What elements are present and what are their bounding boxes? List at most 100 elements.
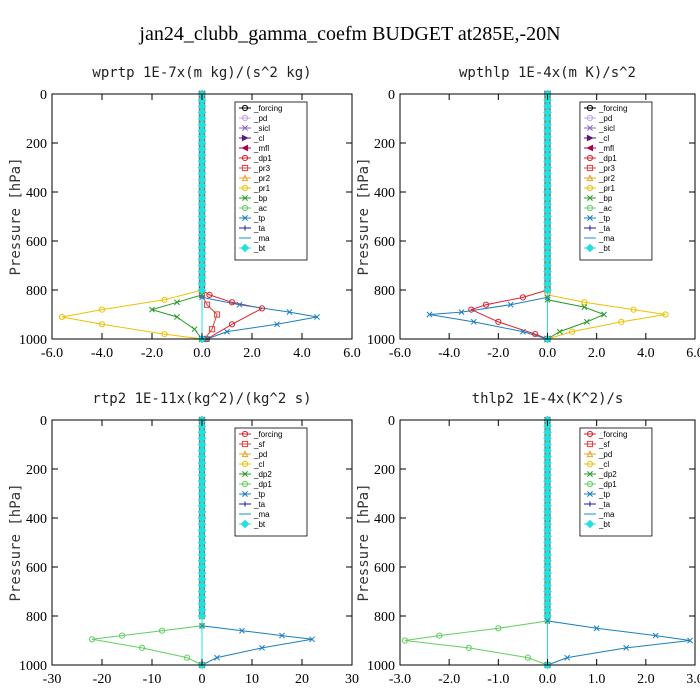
legend-label: _tp [598, 490, 611, 499]
legend-marker [586, 174, 594, 182]
data-point [544, 294, 551, 301]
legend-label: _dp1 [598, 154, 617, 163]
x-tick-label: 2.0 [243, 346, 261, 361]
x-tick-label: -10 [143, 672, 162, 687]
y-tick-label: 400 [374, 186, 395, 201]
x-tick-label: -4.0 [438, 346, 460, 361]
series-line [469, 94, 548, 340]
data-point [543, 605, 552, 615]
legend-label: _cl [598, 134, 609, 143]
legend-marker [241, 430, 249, 438]
legend-marker [585, 519, 595, 529]
legend-label: _forcing [253, 430, 282, 439]
y-tick-label: 1000 [367, 333, 395, 348]
legend-label: _cl [598, 460, 609, 469]
legend-label: _sicl [253, 124, 270, 133]
legend-marker [240, 243, 250, 253]
legend-label: _dp2 [598, 470, 617, 479]
legend-label: _pd [253, 450, 267, 459]
legend-marker [242, 195, 248, 201]
data-point [199, 294, 205, 301]
x-tick-label: 6.0 [343, 346, 361, 361]
legend-label: _ta [253, 224, 266, 233]
legend-label: _dp1 [253, 154, 272, 163]
legend-label: _tp [598, 214, 611, 223]
legend-label: _ta [598, 500, 611, 509]
y-tick-label: 0 [388, 414, 395, 429]
x-tick-label: 2.0 [588, 346, 606, 361]
legend: _forcing_sf_pd_cl_dp2_dp1_tp_ta_ma_bt [579, 427, 653, 537]
legend: _forcing_sf_pd_cl_dp2_dp1_tp_ta_ma_bt [234, 427, 308, 537]
data-point [401, 637, 409, 644]
legend-marker [241, 174, 249, 182]
data-point [198, 622, 206, 629]
data-point [314, 313, 320, 320]
legend-label: _pr1 [253, 184, 271, 193]
data-point [507, 301, 514, 308]
legend-marker [586, 114, 594, 122]
legend-marker [586, 480, 594, 488]
data-point [279, 632, 285, 639]
x-tick-label: -3.0 [389, 672, 411, 687]
legend-label: _pd [598, 450, 612, 459]
data-point [98, 306, 106, 313]
data-point [544, 296, 551, 303]
legend-label: _sf [253, 440, 265, 449]
legend: _forcing_pd_sicl_cl_mfl_dp1_pr3_pr2_pr1_… [234, 101, 308, 261]
data-point [258, 305, 266, 312]
y-tick-label: 0 [388, 88, 395, 103]
figure-title: jan24_clubb_gamma_coefm BUDGET at285E,-2… [138, 23, 560, 45]
panel-title: wprtp 1E-7x(m kg)/(s^2 kg) [92, 65, 311, 81]
y-tick-label: 600 [26, 561, 47, 576]
x-tick-label: 4.0 [293, 346, 311, 361]
data-point [601, 311, 607, 318]
panel-title: wpthlp 1E-4x(m K)/s^2 [459, 65, 636, 81]
y-tick-label: 800 [374, 610, 395, 625]
y-tick-label: 400 [26, 512, 47, 527]
data-point [519, 294, 527, 301]
data-point [544, 617, 551, 624]
legend-label: _sicl [598, 124, 615, 133]
legend-label: _forcing [598, 430, 627, 439]
data-point [224, 328, 230, 335]
x-tick-label: -2.0 [438, 672, 460, 687]
data-point [543, 611, 552, 621]
legend-label: _pd [598, 114, 612, 123]
legend-label: _dp1 [253, 480, 272, 489]
legend-marker [586, 134, 594, 142]
legend-marker [586, 450, 594, 458]
legend-marker [242, 471, 248, 477]
data-point [199, 291, 205, 298]
series-line [201, 420, 313, 666]
data-point [161, 296, 168, 303]
x-tick-label: 0.0 [539, 346, 557, 361]
legend-label: _bt [253, 244, 266, 253]
legend-label: _forcing [253, 104, 282, 113]
data-point [259, 644, 265, 651]
data-point [495, 318, 502, 325]
legend-label: _bt [253, 520, 266, 529]
data-point [286, 309, 293, 316]
legend-marker [585, 243, 595, 253]
series-line [547, 94, 666, 340]
data-point [309, 636, 315, 643]
legend-label: _ta [253, 500, 266, 509]
legend-marker [241, 184, 249, 192]
legend-label: _bt [598, 244, 611, 253]
y-axis-label: Pressure [hPa] [356, 483, 372, 601]
legend-marker [586, 430, 594, 438]
legend-marker [241, 204, 249, 212]
data-point [618, 318, 625, 325]
data-point [183, 654, 191, 661]
x-tick-label: 2.0 [637, 672, 655, 687]
data-point [214, 654, 220, 661]
data-point [203, 301, 211, 308]
y-axis-label: Pressure [hPa] [8, 157, 24, 275]
x-tick-label: -30 [43, 672, 62, 687]
legend-marker [241, 104, 249, 112]
data-point [191, 326, 198, 333]
legend-marker [586, 154, 594, 162]
legend-label: _ma [253, 234, 270, 243]
legend-marker [241, 134, 249, 142]
